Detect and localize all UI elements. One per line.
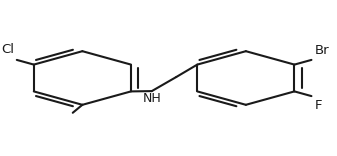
Text: F: F (315, 99, 322, 112)
Text: Br: Br (315, 44, 329, 57)
Text: NH: NH (143, 92, 161, 105)
Text: Cl: Cl (1, 43, 14, 56)
